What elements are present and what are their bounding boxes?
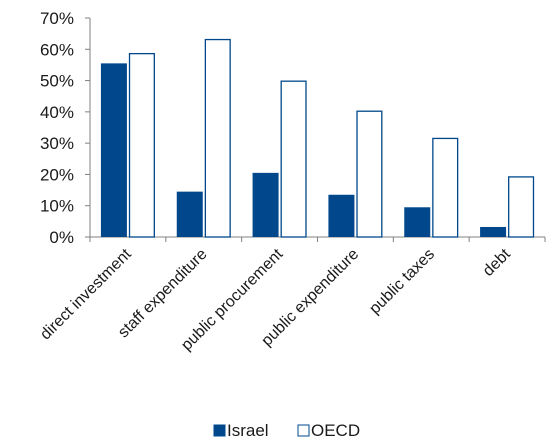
- y-tick-label: 40%: [40, 103, 74, 122]
- y-tick-label: 10%: [40, 197, 74, 216]
- y-tick-label: 60%: [40, 40, 74, 59]
- bar-israel-1: [176, 191, 203, 237]
- legend-swatch-oecd: [297, 424, 310, 437]
- bar-oecd-3: [356, 110, 383, 238]
- y-tick-label: 30%: [40, 134, 74, 153]
- bar-oecd-4: [432, 137, 459, 238]
- bar-israel-3: [328, 194, 355, 237]
- bar-israel-5: [480, 226, 507, 237]
- y-axis: 0% 10% 20% 30% 40% 50% 60% 70%: [40, 9, 91, 247]
- y-tick-label: 20%: [40, 165, 74, 184]
- y-tick-label: 70%: [40, 9, 74, 28]
- bar-israel-0: [100, 63, 127, 237]
- x-axis: [89, 236, 546, 242]
- y-tick-label: 50%: [40, 72, 74, 91]
- bar-israel-4: [404, 207, 431, 237]
- y-tick-label: 0%: [49, 228, 74, 247]
- legend: Israel OECD: [213, 421, 360, 440]
- category-label: public taxes: [366, 246, 438, 318]
- category-label: debt: [480, 245, 514, 279]
- bar-israel-2: [252, 172, 279, 237]
- bars: [100, 38, 535, 238]
- bar-oecd-0: [128, 52, 155, 238]
- legend-label-israel: Israel: [227, 421, 269, 440]
- legend-swatch-israel: [213, 424, 226, 437]
- bar-oecd-1: [204, 38, 231, 238]
- bar-oecd-5: [508, 176, 535, 238]
- bar-oecd-2: [280, 80, 307, 238]
- legend-label-oecd: OECD: [311, 421, 360, 440]
